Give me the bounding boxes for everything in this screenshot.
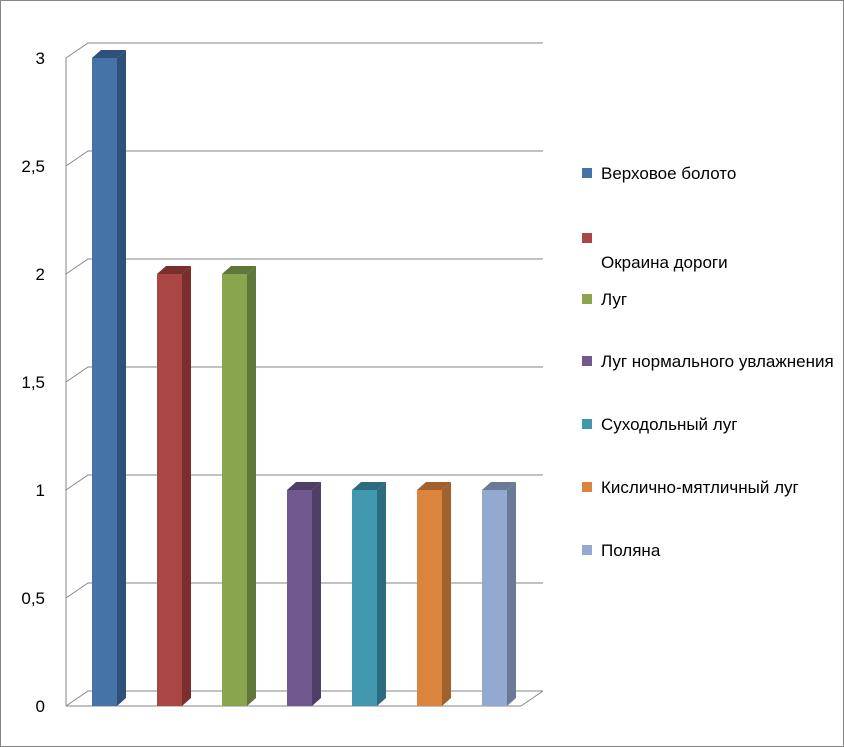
bar-top: [287, 482, 321, 490]
legend-swatch: [582, 482, 592, 492]
y-tick-label: 0,5: [21, 589, 45, 608]
y-tick-label: 1,5: [21, 373, 45, 392]
bar: [92, 50, 126, 706]
legend-label: Поляна: [601, 541, 661, 560]
y-tick-label: 1: [36, 481, 45, 500]
bar: [482, 482, 516, 706]
gridline: [65, 258, 543, 275]
legend-swatch: [582, 168, 592, 178]
bar-front: [482, 490, 507, 706]
bar-side: [442, 482, 451, 706]
legend-swatch: [582, 233, 592, 243]
legend-label: Суходольный луг: [601, 415, 738, 434]
gridline: [65, 690, 543, 707]
legend-item: Поляна: [582, 539, 836, 563]
legend-item: Луг нормального увлажнения: [582, 350, 836, 374]
bar-side: [507, 482, 516, 706]
bar-front: [222, 274, 247, 706]
bar-top: [352, 482, 386, 490]
legend-item: Верховое болото: [582, 162, 836, 186]
bar: [417, 482, 451, 706]
bar: [352, 482, 386, 706]
legend-item: Окраина дороги: [582, 227, 836, 275]
y-tick-label: 0: [36, 697, 45, 716]
bar-front: [92, 58, 117, 706]
legend-label: Луг нормального увлажнения: [601, 352, 834, 371]
floor-side-edge: [520, 690, 544, 707]
bar-top: [482, 482, 516, 490]
legend-swatch: [582, 356, 592, 366]
bar-top: [92, 50, 126, 58]
legend-swatch: [582, 419, 592, 429]
bar-front: [352, 490, 377, 706]
bar-top: [222, 266, 256, 274]
bar-side: [182, 266, 191, 706]
legend-item: Суходольный луг: [582, 413, 836, 437]
bar-front: [157, 274, 182, 706]
legend-swatch: [582, 545, 592, 555]
bar-top: [417, 482, 451, 490]
y-tick-label: 3: [36, 49, 45, 68]
bar: [222, 266, 256, 706]
chart-legend: Верховое болото Окраина дороги Луг Луг нор…: [582, 1, 842, 746]
bar-top: [157, 266, 191, 274]
legend-label: Верховое болото: [601, 164, 737, 183]
bar-front: [417, 490, 442, 706]
legend-item: Кислично-мятличный луг: [582, 476, 836, 500]
y-tick-label: 2: [36, 265, 45, 284]
legend-label: Окраина дороги: [601, 253, 728, 272]
bar-front: [287, 490, 312, 706]
gridline: [65, 150, 543, 167]
legend-label: Кислично-мятличный луг: [601, 478, 799, 497]
bar-side: [117, 50, 126, 706]
gridline: [65, 42, 543, 59]
bar-side: [377, 482, 386, 706]
legend-label: Луг: [601, 290, 628, 309]
legend-swatch: [582, 294, 592, 304]
y-tick-label: 2,5: [21, 157, 45, 176]
legend-item: Луг: [582, 288, 836, 312]
gridline: [65, 366, 543, 383]
bar: [157, 266, 191, 706]
gridline: [65, 474, 543, 491]
bar-side: [312, 482, 321, 706]
gridline: [65, 582, 543, 599]
bar: [287, 482, 321, 706]
bar-side: [247, 266, 256, 706]
